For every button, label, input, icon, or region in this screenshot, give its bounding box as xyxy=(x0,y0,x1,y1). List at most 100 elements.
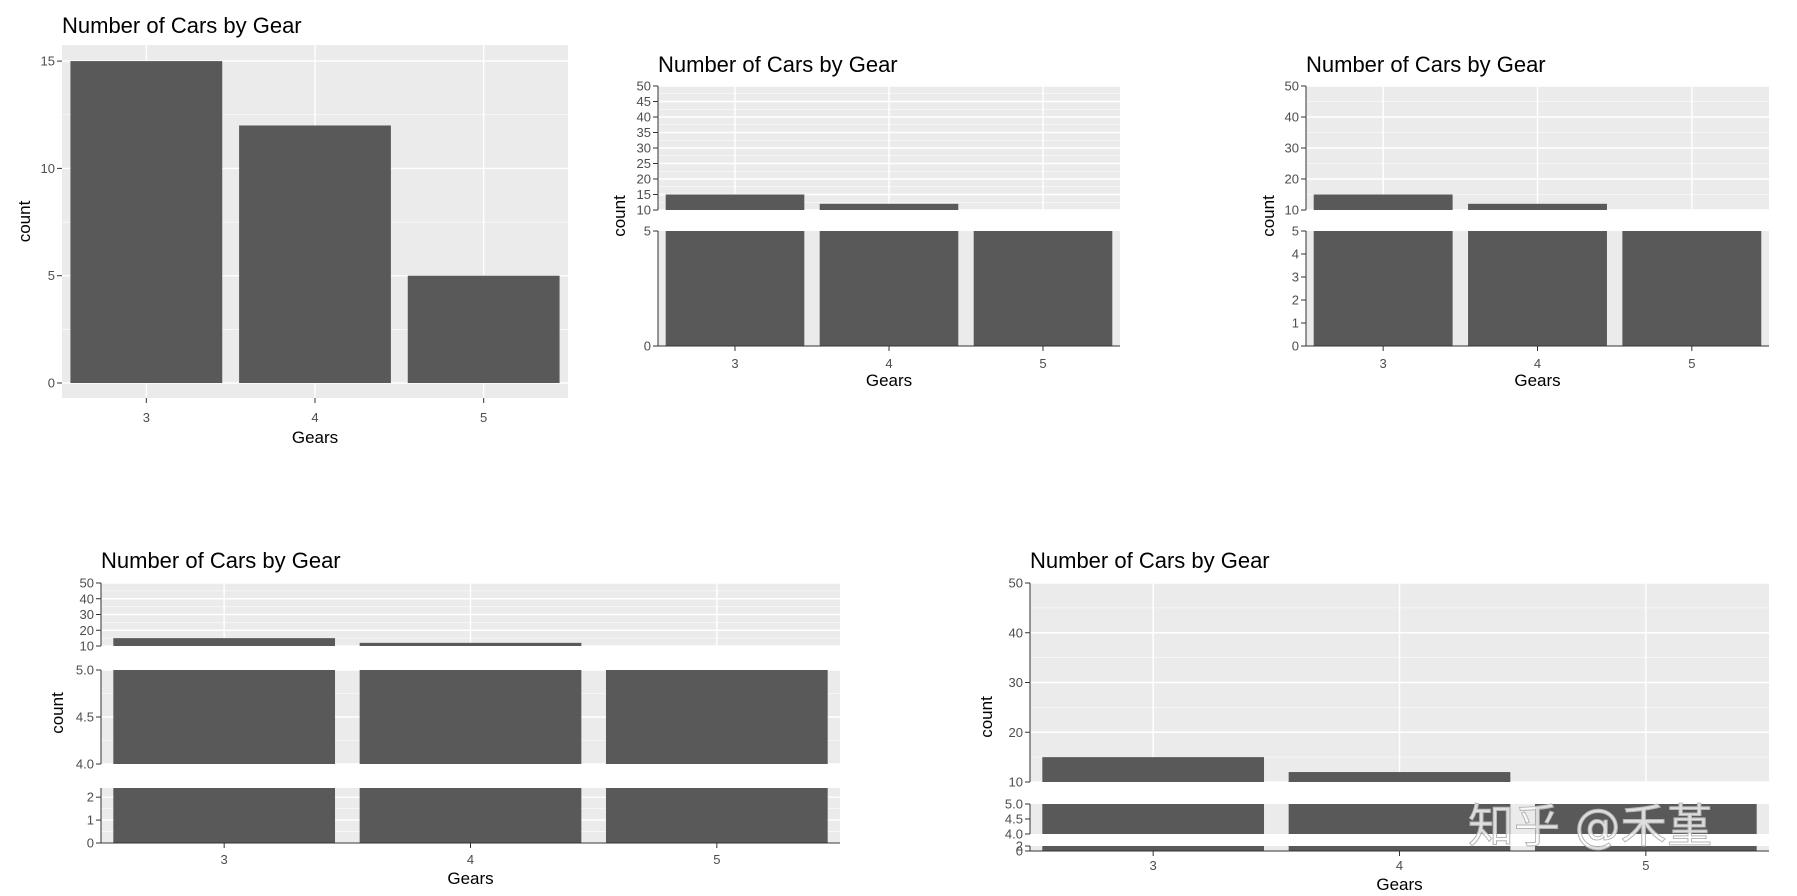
bar-gear-4 xyxy=(359,642,582,646)
y-tick-label: 4.0 xyxy=(76,757,94,772)
chart-title: Number of Cars by Gear xyxy=(658,52,898,77)
x-axis-title: Gears xyxy=(1514,371,1560,390)
chart-title: Number of Cars by Gear xyxy=(62,13,302,38)
y-tick-label: 4 xyxy=(1292,247,1299,262)
y-tick-label: 40 xyxy=(1009,625,1023,640)
panel-segment: 0 5 10 15 xyxy=(41,45,568,398)
panel-segment: 0 1 2 3 4 5 xyxy=(1292,224,1769,354)
bar-gear-4 xyxy=(819,203,959,210)
chart-title: Number of Cars by Gear xyxy=(1306,52,1546,77)
y-tick-label: 4.5 xyxy=(1005,812,1023,827)
bar-gear-4 xyxy=(1468,203,1607,210)
y-tick-label: 10 xyxy=(1285,203,1299,218)
bar-gear-3 xyxy=(665,194,805,210)
y-tick-label: 40 xyxy=(637,110,651,125)
x-tick-label: 5 xyxy=(1039,356,1046,371)
y-tick-label: 1 xyxy=(1292,316,1299,331)
y-tick-label: 50 xyxy=(80,576,94,591)
x-axis-title: Gears xyxy=(1376,875,1422,894)
bar-gear-3 xyxy=(1042,757,1265,782)
y-tick-label: 25 xyxy=(637,156,651,171)
panel-segment: 05 xyxy=(644,224,1120,354)
chart-title: Number of Cars by Gear xyxy=(1030,548,1270,573)
y-tick-label: 20 xyxy=(1009,725,1023,740)
y-tick-label: 2 xyxy=(1292,293,1299,308)
y-tick-label: 0 xyxy=(644,339,651,354)
x-axis-title: Gears xyxy=(447,869,493,888)
y-tick-label: 10 xyxy=(80,639,94,654)
x-tick-label: 3 xyxy=(143,410,150,425)
x-tick-label: 4 xyxy=(467,852,474,867)
y-tick-label: 40 xyxy=(1285,110,1299,125)
x-tick-label: 5 xyxy=(480,410,487,425)
y-tick-label: 2 xyxy=(1016,839,1023,854)
bar-gear-4 xyxy=(1288,804,1511,834)
x-tick-label: 3 xyxy=(1150,858,1157,873)
chart-plot4: Number of Cars by Gear0124.04.55.0102030… xyxy=(48,548,840,888)
bar-gear-3 xyxy=(665,231,805,346)
bar-gear-4 xyxy=(819,231,959,346)
y-tick-label: 10 xyxy=(41,161,55,176)
bar-gear-3 xyxy=(1313,194,1453,210)
bar-gear-4 xyxy=(239,125,391,383)
x-tick-label: 4 xyxy=(1534,356,1541,371)
y-tick-label: 30 xyxy=(80,607,94,622)
y-tick-label: 3 xyxy=(1292,270,1299,285)
y-tick-label: 30 xyxy=(1285,141,1299,156)
bar-gear-5 xyxy=(605,788,828,843)
y-tick-label: 0 xyxy=(1016,844,1023,859)
chart-plot1: Number of Cars by Gear 0 5 10 15 3 4 5 Gears coun… xyxy=(15,13,568,447)
bar-gear-4 xyxy=(359,788,582,843)
chart-title: Number of Cars by Gear xyxy=(101,548,341,573)
bar-gear-3 xyxy=(1313,231,1453,346)
y-tick-label: 0 xyxy=(48,376,55,391)
chart-plot5: Number of Cars by Gear 024.04.55.0 10 20 30 4… xyxy=(977,548,1769,894)
y-tick-label: 30 xyxy=(1009,675,1023,690)
y-tick-label: 20 xyxy=(80,623,94,638)
y-tick-label: 45 xyxy=(637,94,651,109)
bar-gear-5 xyxy=(1534,846,1757,851)
bar-gear-3 xyxy=(113,670,336,764)
y-axis-title: count xyxy=(610,195,629,237)
bar-gear-4 xyxy=(1288,772,1511,782)
x-axis-title: Gears xyxy=(292,428,338,447)
y-tick-label: 5 xyxy=(1292,224,1299,239)
y-tick-label: 15 xyxy=(637,187,651,202)
y-tick-label: 1 xyxy=(87,813,94,828)
y-tick-label: 30 xyxy=(637,141,651,156)
bar-gear-3 xyxy=(113,788,336,843)
y-axis-title: count xyxy=(48,692,67,734)
y-axis-title: count xyxy=(15,200,34,242)
y-tick-label: 5 xyxy=(644,224,651,239)
y-tick-label: 5.0 xyxy=(76,663,94,678)
x-tick-label: 5 xyxy=(713,852,720,867)
y-axis-title: count xyxy=(1259,195,1278,237)
chart-plot3: Number of Cars by Gear 0 1 2 3 4 5 10 20 30 40 50 3 4… xyxy=(1259,52,1769,390)
y-tick-label: 5 xyxy=(48,268,55,283)
y-tick-label: 50 xyxy=(1009,576,1023,591)
bar-gear-4 xyxy=(1468,231,1607,346)
y-tick-label: 50 xyxy=(637,79,651,94)
y-tick-label: 40 xyxy=(80,591,94,606)
x-tick-label: 5 xyxy=(1642,858,1649,873)
panel-segment: 10 20 30 40 50 xyxy=(1285,79,1769,218)
x-tick-label: 3 xyxy=(731,356,738,371)
chart-plot2: Number of Cars by Gear051015202530354045… xyxy=(610,52,1120,390)
bar-gear-5 xyxy=(605,670,828,764)
x-tick-label: 5 xyxy=(1688,356,1695,371)
y-tick-label: 5.0 xyxy=(1005,797,1023,812)
bar-gear-3 xyxy=(113,638,336,646)
x-tick-label: 4 xyxy=(885,356,892,371)
bar-gear-3 xyxy=(70,61,223,383)
y-tick-label: 20 xyxy=(637,172,651,187)
y-tick-label: 20 xyxy=(1285,172,1299,187)
y-tick-label: 50 xyxy=(1285,79,1299,94)
bar-gear-4 xyxy=(1288,846,1511,851)
y-tick-label: 0 xyxy=(87,836,94,851)
y-tick-label: 35 xyxy=(637,125,651,140)
bar-gear-5 xyxy=(1622,231,1762,346)
bar-gear-3 xyxy=(1042,804,1265,834)
